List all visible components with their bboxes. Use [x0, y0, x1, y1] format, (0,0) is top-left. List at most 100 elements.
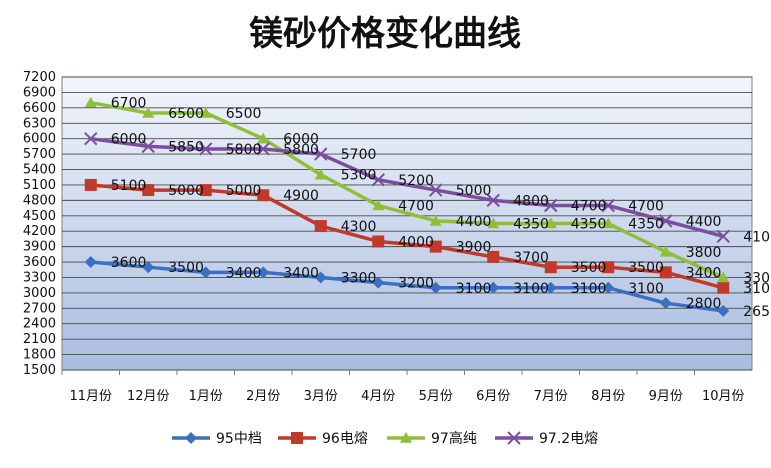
x-tick-label: 5月份 [419, 389, 453, 404]
data-label: 3900 [456, 240, 492, 256]
series-marker [486, 193, 500, 208]
series-marker [84, 178, 97, 191]
series-marker [256, 142, 270, 156]
data-label: 3500 [571, 260, 607, 276]
y-tick-label: 2700 [23, 301, 56, 316]
x-tick-label: 2月份 [246, 389, 280, 404]
data-label: 4300 [341, 219, 377, 235]
legend-label: 95中档 [216, 431, 262, 447]
series-marker [314, 147, 328, 161]
data-label: 5000 [168, 183, 204, 199]
data-label: 5100 [111, 178, 147, 194]
series-marker [142, 184, 155, 197]
data-label: 6700 [111, 96, 147, 112]
data-label: 5800 [283, 142, 319, 158]
data-label: 3400 [226, 265, 262, 281]
data-label: 4350 [571, 217, 607, 233]
data-label: 3400 [686, 265, 722, 281]
y-tick-label: 6300 [23, 116, 56, 131]
series-marker [371, 173, 385, 187]
data-label: 3700 [513, 250, 549, 266]
series-marker [429, 214, 442, 226]
data-label: 4700 [628, 199, 664, 215]
data-label: 3100 [571, 281, 607, 297]
data-label: 4700 [398, 199, 434, 215]
series-marker [84, 131, 98, 146]
series-marker [602, 281, 615, 294]
data-label: 6500 [226, 106, 262, 122]
data-label: 5850 [168, 139, 204, 155]
chart-title: 镁砂价格变化曲线 [249, 14, 521, 54]
series-marker [291, 432, 303, 444]
series-marker [372, 235, 385, 248]
series-line [90, 260, 724, 313]
data-label: 3500 [168, 260, 204, 276]
data-label: 2800 [686, 296, 722, 312]
data-label: 4900 [283, 188, 319, 204]
series-marker [717, 271, 730, 283]
y-tick-label: 1800 [23, 348, 56, 363]
data-label: 4400 [456, 214, 492, 230]
data-label: 6000 [283, 132, 319, 148]
series-marker [659, 214, 673, 228]
series-marker [487, 250, 500, 263]
series-marker [507, 431, 521, 445]
data-label: 3600 [111, 255, 147, 271]
y-tick-label: 5700 [23, 147, 56, 162]
data-label: 3200 [398, 276, 434, 292]
y-tick-label: 6000 [23, 132, 56, 147]
data-label: 4100 [743, 229, 771, 245]
series-marker [142, 106, 155, 118]
series-marker [400, 432, 412, 443]
series-marker [199, 106, 212, 118]
series-marker [487, 217, 500, 229]
series-marker [84, 256, 97, 269]
series-marker [199, 266, 212, 279]
y-tick-label: 5100 [23, 178, 56, 193]
data-label: 5200 [398, 173, 434, 189]
series-marker [717, 304, 730, 317]
data-label: 4700 [571, 199, 607, 215]
series-marker [185, 432, 197, 444]
series-marker [717, 281, 730, 294]
x-tick-label: 3月份 [304, 389, 338, 404]
data-labels: 3600 3500 3400 3400 3300 3200 3100 3100 3100 3100… [111, 96, 771, 320]
data-label: 3100 [513, 281, 549, 297]
y-tick-label: 2100 [23, 332, 56, 347]
data-label: 3100 [456, 281, 492, 297]
y-tick-label: 3000 [23, 286, 56, 301]
data-label: 4400 [686, 214, 722, 230]
series-line [90, 183, 724, 290]
series-marker [659, 245, 672, 257]
series-marker [257, 189, 270, 202]
y-tick-label: 3300 [23, 270, 56, 285]
data-label: 5700 [341, 147, 377, 163]
series-marker [429, 240, 442, 253]
data-label: 5000 [456, 183, 492, 199]
series-marker [716, 229, 730, 244]
x-tick-label: 10月份 [702, 389, 745, 404]
data-label: 5000 [226, 183, 262, 199]
series-marker [314, 271, 327, 284]
series-marker [257, 266, 270, 279]
y-tick-label: 1500 [23, 363, 56, 378]
series-marker [314, 168, 327, 180]
series-marker [372, 199, 385, 211]
data-label: 3300 [341, 270, 377, 286]
x-tick-label: 7月份 [534, 389, 568, 404]
y-tick-label: 2400 [23, 317, 56, 332]
y-tick-label: 4200 [23, 224, 56, 239]
legend-label: 96电熔 [322, 431, 368, 447]
x-tick-label: 6月份 [476, 389, 510, 404]
legend-label: 97高纯 [431, 430, 477, 447]
series-marker [429, 281, 442, 294]
y-tick-label: 6600 [23, 101, 56, 116]
series-marker [84, 96, 97, 108]
data-label: 5800 [226, 142, 262, 158]
series-marker [659, 266, 672, 279]
series-marker [544, 198, 558, 213]
data-label: 3100 [628, 281, 664, 297]
x-tick-label: 8月份 [591, 389, 625, 404]
y-axis-ticks: 1500180021002400270030003300360039004200… [23, 70, 56, 378]
data-label: 6000 [111, 132, 147, 148]
